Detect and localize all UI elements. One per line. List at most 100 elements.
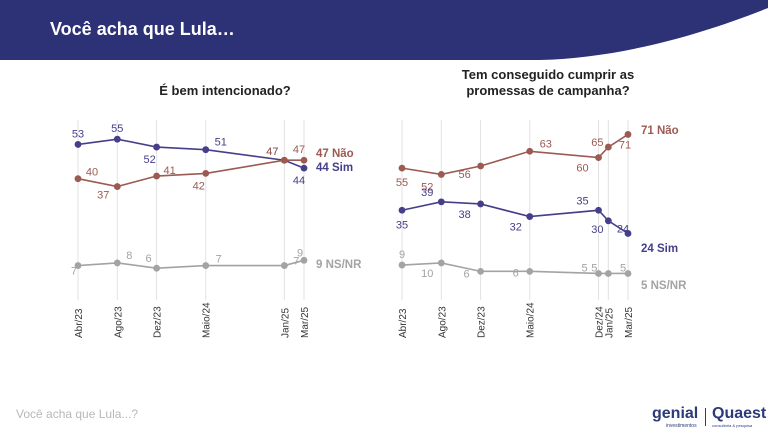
data-label: 47	[266, 146, 278, 158]
data-point	[624, 270, 632, 277]
data-point	[624, 230, 632, 237]
data-label: 52	[143, 154, 155, 166]
data-label: 71	[619, 139, 631, 151]
data-label: 6	[464, 268, 470, 280]
data-point	[477, 162, 485, 170]
data-point	[300, 156, 308, 164]
header-background	[0, 0, 768, 60]
data-label: 38	[458, 209, 470, 221]
data-point	[526, 213, 534, 220]
page-title: Você acha que Lula…	[50, 19, 235, 39]
data-label: 55	[396, 177, 408, 189]
x-tick-label: Dez/24	[595, 306, 606, 338]
chart-title-line: Tem conseguido cumprir as	[462, 67, 634, 82]
data-point	[437, 171, 445, 178]
data-point	[300, 256, 308, 264]
data-label: 35	[576, 195, 588, 207]
logo-divider	[705, 408, 706, 426]
series-end-label: 71 Não	[641, 125, 679, 137]
data-label: 44	[293, 175, 305, 187]
data-point	[300, 164, 308, 172]
data-label: 52	[421, 181, 433, 193]
data-point	[437, 259, 445, 267]
data-label: 55	[111, 123, 123, 135]
x-tick-label: Jan/25	[280, 308, 291, 338]
data-point	[526, 147, 534, 155]
data-label: 51	[215, 137, 227, 149]
data-label: 32	[510, 222, 522, 234]
data-label: 56	[458, 169, 470, 181]
x-tick-label: Abr/23	[74, 308, 85, 338]
data-label: 60	[576, 163, 588, 175]
series-line-NS/NR	[77, 259, 305, 270]
data-point	[595, 154, 602, 162]
data-label: 9	[297, 247, 303, 259]
data-point	[437, 198, 445, 206]
data-point	[74, 262, 82, 269]
data-label: 35	[396, 219, 408, 231]
header-banner: Você acha que Lula…	[0, 0, 768, 60]
x-tick-label: Dez/23	[477, 306, 488, 338]
chart-title-1: É bem intencionado?	[159, 83, 291, 98]
data-point	[477, 200, 485, 208]
series-end-label: 24 Sim	[641, 243, 678, 255]
series-end-label: 9 NS/NR	[316, 259, 362, 271]
data-point	[398, 261, 406, 269]
header-shape	[0, 0, 768, 60]
data-label: 65	[591, 137, 603, 149]
data-point	[477, 267, 485, 275]
series-line-Não	[77, 159, 304, 188]
x-tick-label: Dez/23	[153, 306, 164, 338]
data-label: 53	[72, 128, 84, 140]
x-tick-label: Mar/25	[300, 306, 311, 338]
data-point	[398, 164, 406, 172]
series-line-Sim	[77, 138, 305, 169]
data-point	[202, 262, 210, 269]
x-tick-label: Mar/25	[624, 306, 635, 338]
data-label: 7	[71, 266, 77, 278]
data-label: 47	[293, 144, 305, 156]
data-label: 9	[399, 249, 405, 261]
data-point	[604, 143, 612, 151]
quaest-logo-subtitle: consultoria & pesquisa	[712, 423, 753, 428]
data-point	[113, 259, 121, 267]
data-point	[398, 206, 406, 214]
data-point	[595, 206, 602, 214]
chart-title-2: Tem conseguido cumprir as promessas de ca…	[462, 67, 634, 98]
data-label: 30	[591, 224, 603, 236]
data-label: 39	[421, 187, 433, 199]
footer-caption: Você acha que Lula...?	[16, 407, 139, 421]
data-point	[595, 270, 602, 277]
data-label: 8	[126, 250, 132, 262]
chart-title-line: promessas de campanha?	[466, 83, 629, 98]
data-label: 5	[620, 262, 626, 274]
x-tick-label: Ago/23	[437, 306, 448, 338]
data-label: 5	[581, 262, 587, 274]
data-label: 41	[163, 165, 175, 177]
data-point	[153, 143, 161, 151]
data-point	[74, 175, 82, 183]
series-end-label: 5 NS/NR	[641, 280, 687, 292]
data-point	[280, 262, 288, 269]
data-label: 6	[513, 267, 519, 279]
data-label: 24	[617, 223, 629, 235]
data-point	[604, 270, 612, 277]
series-end-label: 47 Não	[316, 148, 354, 160]
data-point	[624, 131, 632, 138]
data-point	[202, 170, 210, 177]
data-point	[280, 156, 288, 164]
data-point	[604, 217, 612, 225]
data-point	[202, 146, 210, 154]
chart-title-line: É bem intencionado?	[159, 83, 291, 98]
x-tick-label: Maio/24	[202, 302, 213, 338]
data-point	[153, 264, 161, 272]
data-label: 7	[216, 254, 222, 266]
data-label: 42	[193, 180, 205, 192]
data-label: 10	[421, 268, 433, 280]
genial-logo: genial	[652, 405, 699, 422]
data-point	[74, 141, 82, 148]
data-point	[113, 183, 121, 190]
data-label: 40	[86, 167, 98, 179]
data-point	[153, 172, 161, 180]
